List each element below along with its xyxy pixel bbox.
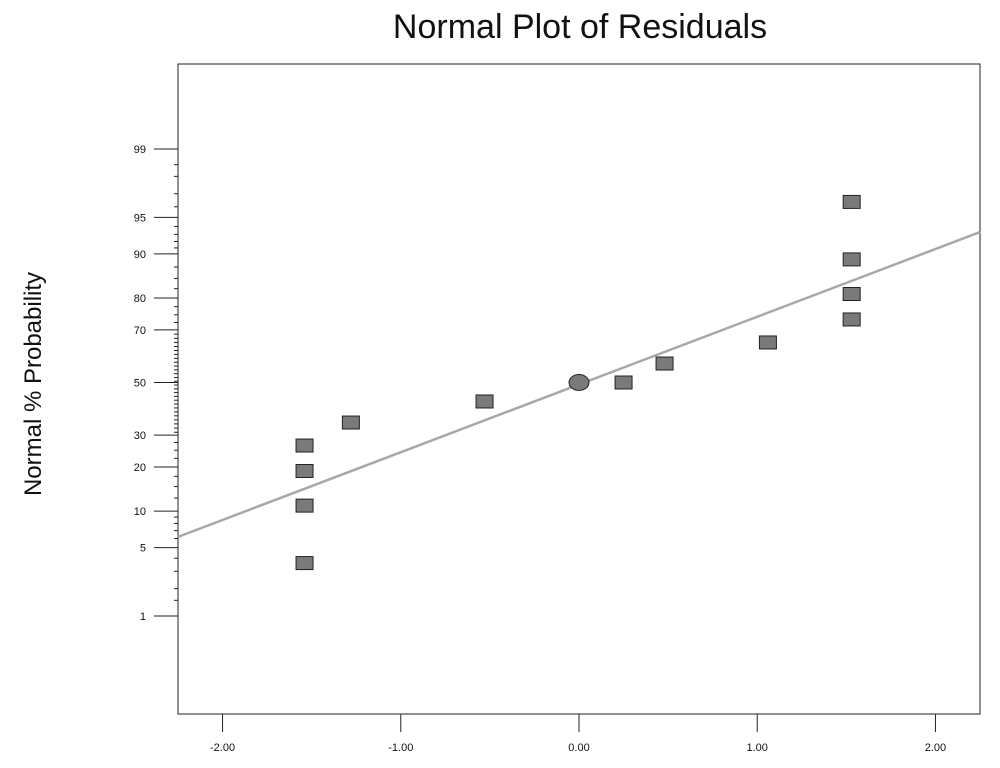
minor-ticks <box>174 164 178 601</box>
y-tick-label: 30 <box>134 430 146 442</box>
data-point <box>295 498 314 513</box>
data-point <box>842 312 861 327</box>
data-point <box>758 335 777 350</box>
data-point <box>341 415 360 430</box>
data-point-circle <box>568 374 590 391</box>
y-tick-label: 10 <box>134 506 146 518</box>
x-tick-label: 1.00 <box>747 742 768 754</box>
y-tick-label: 80 <box>134 293 146 305</box>
data-point <box>655 356 674 371</box>
chart-title: Normal Plot of Residuals <box>392 8 768 46</box>
data-point <box>295 556 314 571</box>
y-axis-ticks: 1 5 10 20 30 50 70 80 90 95 99 <box>134 144 178 623</box>
x-tick-label: -1.00 <box>388 742 413 754</box>
data-point <box>295 463 314 478</box>
y-tick-label: 95 <box>134 212 146 224</box>
y-tick-label: 5 <box>140 543 146 555</box>
y-tick-label: 20 <box>134 462 146 474</box>
y-tick-label: 50 <box>134 378 146 390</box>
data-point <box>295 438 314 453</box>
y-tick-label: 99 <box>134 144 146 156</box>
x-axis-ticks: -2.00 -1.00 0.00 1.00 2.00 <box>210 714 946 754</box>
x-tick-label: 0.00 <box>568 742 589 754</box>
y-tick-label: 90 <box>134 249 146 261</box>
y-tick-label: 70 <box>134 325 146 337</box>
x-tick-label: 2.00 <box>925 742 946 754</box>
data-point <box>842 252 861 267</box>
data-point <box>614 375 633 390</box>
data-point <box>475 394 494 409</box>
data-point <box>842 287 861 302</box>
residual-points <box>295 194 861 571</box>
y-tick-label: 1 <box>140 611 146 623</box>
data-point <box>842 194 861 209</box>
x-tick-label: -2.00 <box>210 742 235 754</box>
